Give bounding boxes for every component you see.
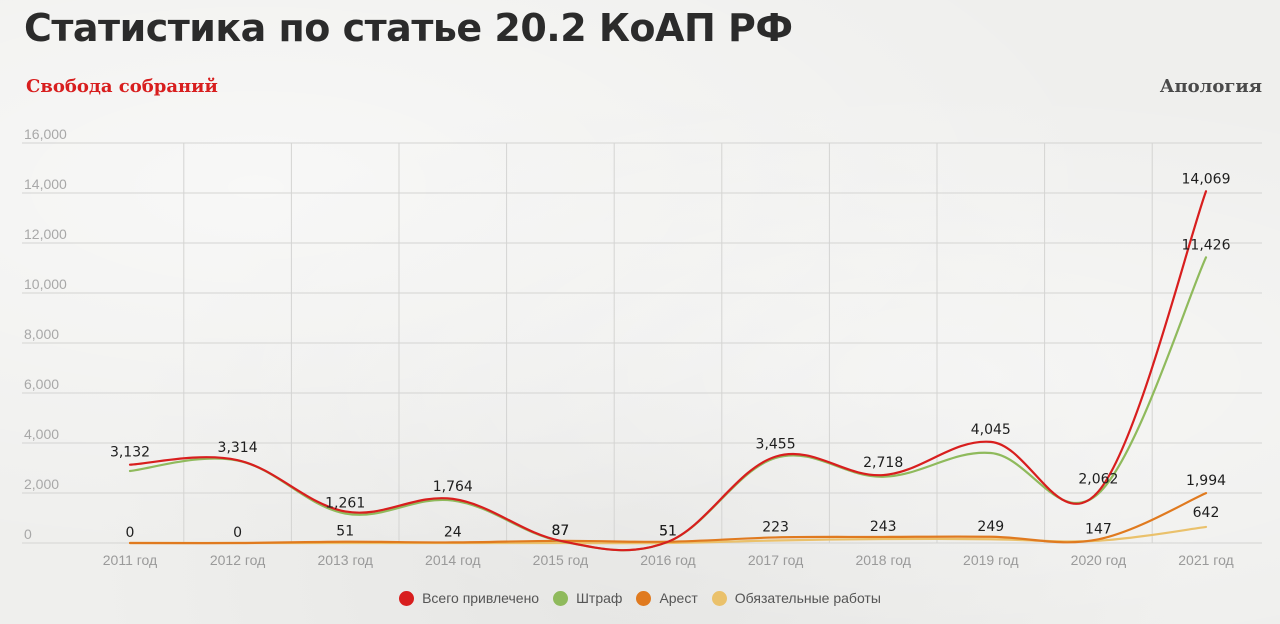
data-label: 642 — [1193, 505, 1220, 521]
y-tick-label: 4,000 — [24, 426, 59, 442]
legend-label: Всего привлечено — [422, 590, 540, 606]
line-chart: 0 2,000 4,000 6,000 8,000 10,000 12,000 14,000 1… — [22, 126, 1262, 568]
grid-lines: 0 2,000 4,000 6,000 8,000 10,000 12,000 14,000 1… — [22, 126, 1262, 544]
legend-label: Обязательные работы — [734, 590, 881, 606]
data-label: 51 — [659, 524, 677, 540]
y-tick-label: 12,000 — [24, 226, 67, 242]
x-tick-label: 2012 год — [210, 552, 265, 568]
data-label: 249 — [977, 519, 1004, 535]
y-tick-label: 6,000 — [24, 376, 59, 392]
x-tick-label: 2018 год — [855, 552, 910, 568]
x-tick-label: 2015 год — [533, 552, 588, 568]
legend-marker-icon — [553, 590, 569, 606]
legend-item[interactable]: Арест — [636, 590, 698, 606]
data-label: 1,764 — [433, 479, 473, 495]
legend-label: Арест — [659, 590, 698, 606]
data-label: 243 — [870, 519, 897, 535]
legend-item[interactable]: Штраф — [553, 590, 622, 606]
data-label: 2,062 — [1078, 471, 1118, 487]
x-tick-label: 2021 год — [1178, 552, 1233, 568]
data-label: 14,069 — [1182, 171, 1231, 187]
data-label: 4,045 — [971, 422, 1011, 438]
y-tick-label: 8,000 — [24, 326, 59, 342]
x-tick-label: 2016 год — [640, 552, 695, 568]
data-label: 1,261 — [325, 495, 365, 511]
data-label: 0 — [126, 525, 135, 541]
data-label: 51 — [336, 524, 354, 540]
x-tick-label: 2019 год — [963, 552, 1018, 568]
series-line — [128, 190, 1208, 552]
x-tick-label: 2011 год — [103, 552, 157, 568]
brand-logo-text: Апология — [1159, 76, 1262, 97]
legend-label: Штраф — [576, 590, 623, 606]
x-tick-label: 2014 год — [425, 552, 480, 568]
data-label: 223 — [762, 519, 789, 535]
chart-legend: Всего привлечено Штраф Арест Обязательные р… — [0, 590, 1280, 606]
data-label: 11,426 — [1182, 237, 1231, 253]
data-label: 1,994 — [1186, 473, 1226, 489]
x-tick-label: 2017 год — [748, 552, 803, 568]
data-label: 2,718 — [863, 455, 903, 471]
legend-marker-icon — [399, 590, 415, 606]
data-label: 3,314 — [218, 440, 258, 456]
legend-item[interactable]: Обязательные работы — [711, 590, 881, 606]
legend-item[interactable]: Всего привлечено — [399, 590, 539, 606]
data-label: 87 — [551, 523, 569, 539]
y-tick-label: 16,000 — [24, 126, 67, 142]
data-label: 147 — [1085, 521, 1112, 537]
legend-marker-icon — [711, 590, 727, 606]
y-tick-label: 14,000 — [24, 176, 67, 192]
chart-subtitle: Свобода собраний — [26, 76, 218, 97]
x-tick-label: 2020 год — [1071, 552, 1126, 568]
data-label: 51 — [659, 524, 677, 540]
data-label: 3,455 — [756, 437, 796, 453]
legend-marker-icon — [636, 590, 652, 606]
data-label: 24 — [444, 524, 462, 540]
y-tick-label: 2,000 — [24, 476, 59, 492]
chart-title: Статистика по статье 20.2 КоАП РФ — [24, 6, 793, 50]
data-label: 87 — [551, 523, 569, 539]
y-tick-label: 10,000 — [24, 276, 67, 292]
data-label: 3,132 — [110, 445, 150, 461]
data-label: 0 — [233, 525, 242, 541]
y-tick-label: 0 — [24, 526, 32, 542]
x-tick-label: 2013 год — [317, 552, 372, 568]
